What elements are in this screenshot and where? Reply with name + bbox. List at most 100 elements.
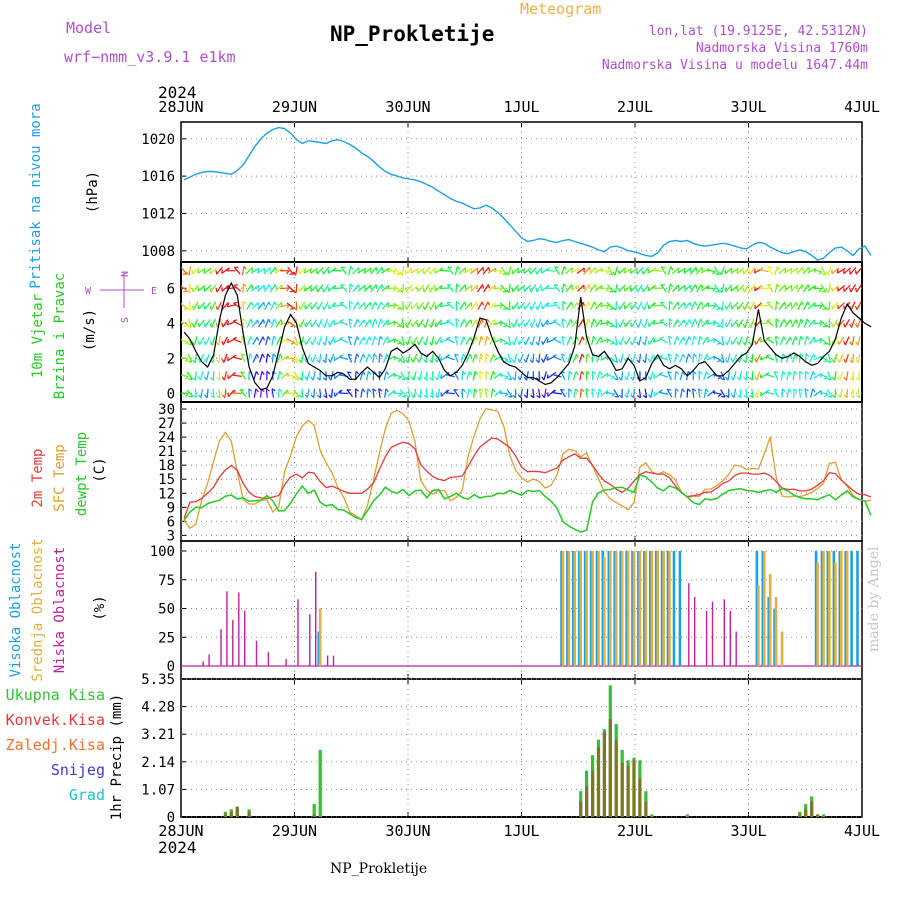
cloud-high-bar bbox=[844, 551, 847, 666]
wind-barb bbox=[542, 336, 548, 345]
wind-barb-tick bbox=[593, 335, 597, 340]
wind-barb bbox=[500, 266, 507, 275]
wind-barb-tick bbox=[569, 336, 573, 341]
wind-barb bbox=[339, 392, 349, 395]
wind-barb bbox=[301, 388, 304, 398]
wind-barb bbox=[513, 336, 518, 346]
wind-barb bbox=[766, 319, 774, 327]
wind-barb-tick bbox=[392, 287, 397, 292]
wind-barb-tick bbox=[266, 388, 270, 392]
wind-barb-tick bbox=[807, 284, 810, 289]
wind-barb-tick bbox=[743, 377, 747, 381]
wind-barb bbox=[216, 284, 223, 293]
precip-conv-bar bbox=[223, 814, 227, 817]
wind-barb bbox=[578, 353, 583, 363]
wind-barb-tick bbox=[464, 301, 467, 306]
cloud-low-bar bbox=[735, 631, 737, 666]
wind-barb bbox=[553, 320, 562, 327]
wind-barb-tick bbox=[482, 267, 485, 272]
wind-barb bbox=[745, 353, 748, 363]
wind-barb bbox=[232, 338, 242, 343]
wind-barb-tick bbox=[275, 267, 277, 272]
wind-barb bbox=[287, 266, 294, 275]
wind-barb-tick bbox=[292, 271, 297, 276]
wind-barb-tick bbox=[267, 336, 271, 341]
wind-barb bbox=[377, 318, 382, 328]
cloud-high-bar bbox=[607, 551, 611, 666]
wind-barb bbox=[536, 284, 543, 293]
wind-barb bbox=[684, 336, 690, 346]
wind-barb bbox=[352, 301, 359, 310]
wind-barb-tick bbox=[826, 360, 831, 364]
wind-barb bbox=[755, 336, 762, 345]
wind-barb bbox=[577, 284, 585, 292]
wind-barb bbox=[678, 336, 685, 345]
wind-barb-tick bbox=[716, 325, 721, 328]
wind-barb bbox=[833, 353, 838, 363]
wind-barb-tick bbox=[286, 304, 290, 309]
wind-barb bbox=[590, 301, 596, 311]
wind-barb bbox=[293, 371, 300, 380]
wind-barb-tick bbox=[668, 335, 673, 339]
wind-barb-tick bbox=[417, 394, 421, 399]
wind-barb bbox=[376, 266, 383, 275]
wind-barb bbox=[430, 301, 436, 311]
wind-barb bbox=[477, 318, 483, 328]
wind-barb-tick bbox=[560, 388, 565, 391]
wind-barb bbox=[686, 388, 689, 398]
wind-barb bbox=[482, 266, 490, 275]
wind-barb bbox=[560, 353, 565, 363]
cloud-low-bar bbox=[238, 592, 240, 666]
wind-barb-tick bbox=[322, 270, 324, 275]
wind-barb bbox=[424, 318, 429, 328]
wind-barb-tick bbox=[618, 305, 621, 310]
wind-barb-tick bbox=[730, 358, 734, 363]
wind-barb-tick bbox=[298, 376, 303, 381]
wind-barb-tick bbox=[304, 322, 307, 327]
wind-barb-tick bbox=[188, 378, 193, 381]
wind-barb bbox=[637, 318, 643, 328]
wind-barb bbox=[392, 374, 402, 378]
wind-barb bbox=[691, 318, 696, 328]
wind-barb-tick bbox=[292, 289, 297, 294]
wind-barb-tick bbox=[613, 342, 618, 346]
wind-barb bbox=[253, 371, 257, 381]
wind-barb bbox=[706, 287, 716, 290]
wind-barb bbox=[358, 302, 366, 310]
wind-barb bbox=[721, 283, 725, 293]
wind-barb-tick bbox=[317, 394, 322, 399]
wind-barb bbox=[660, 302, 668, 310]
wind-barb-tick bbox=[263, 302, 265, 307]
wind-barb-tick bbox=[546, 338, 549, 343]
cloud-low-bar bbox=[315, 571, 317, 666]
wind-barb-tick bbox=[535, 270, 537, 275]
wind-barb-tick bbox=[273, 318, 277, 323]
axis-labels: 28JUN28JUN29JUN29JUN30JUN30JUN1JUL1JUL2J… bbox=[8, 98, 880, 840]
wind-barb-tick bbox=[571, 284, 573, 289]
wind-barb bbox=[240, 371, 247, 380]
wind-barb-tick bbox=[647, 358, 651, 363]
wind-barb bbox=[727, 353, 731, 363]
wind-barb-tick bbox=[642, 359, 646, 364]
wind-barb bbox=[726, 336, 731, 346]
wind-barb bbox=[523, 267, 532, 274]
wind-barb bbox=[572, 371, 577, 381]
wind-barb-tick bbox=[689, 302, 692, 307]
wind-barb bbox=[671, 267, 680, 275]
wind-barb bbox=[653, 269, 663, 272]
panel-grids bbox=[181, 122, 862, 818]
wind-barb bbox=[571, 302, 579, 310]
wind-barb bbox=[199, 353, 205, 363]
wind-barb bbox=[525, 353, 530, 363]
wind-barb-tick bbox=[511, 341, 515, 346]
wind-barb-tick bbox=[641, 305, 645, 311]
wind-barb bbox=[499, 320, 508, 327]
wind-barb-tick bbox=[759, 338, 763, 343]
wind-barb-tick bbox=[410, 340, 414, 345]
wind-barb bbox=[305, 336, 312, 345]
wind-barb-tick bbox=[725, 376, 729, 381]
wind-barb-tick bbox=[855, 270, 857, 275]
y-tick-label: 4 bbox=[167, 316, 175, 332]
wind-barb-tick bbox=[837, 394, 841, 399]
wind-barb bbox=[589, 266, 596, 275]
